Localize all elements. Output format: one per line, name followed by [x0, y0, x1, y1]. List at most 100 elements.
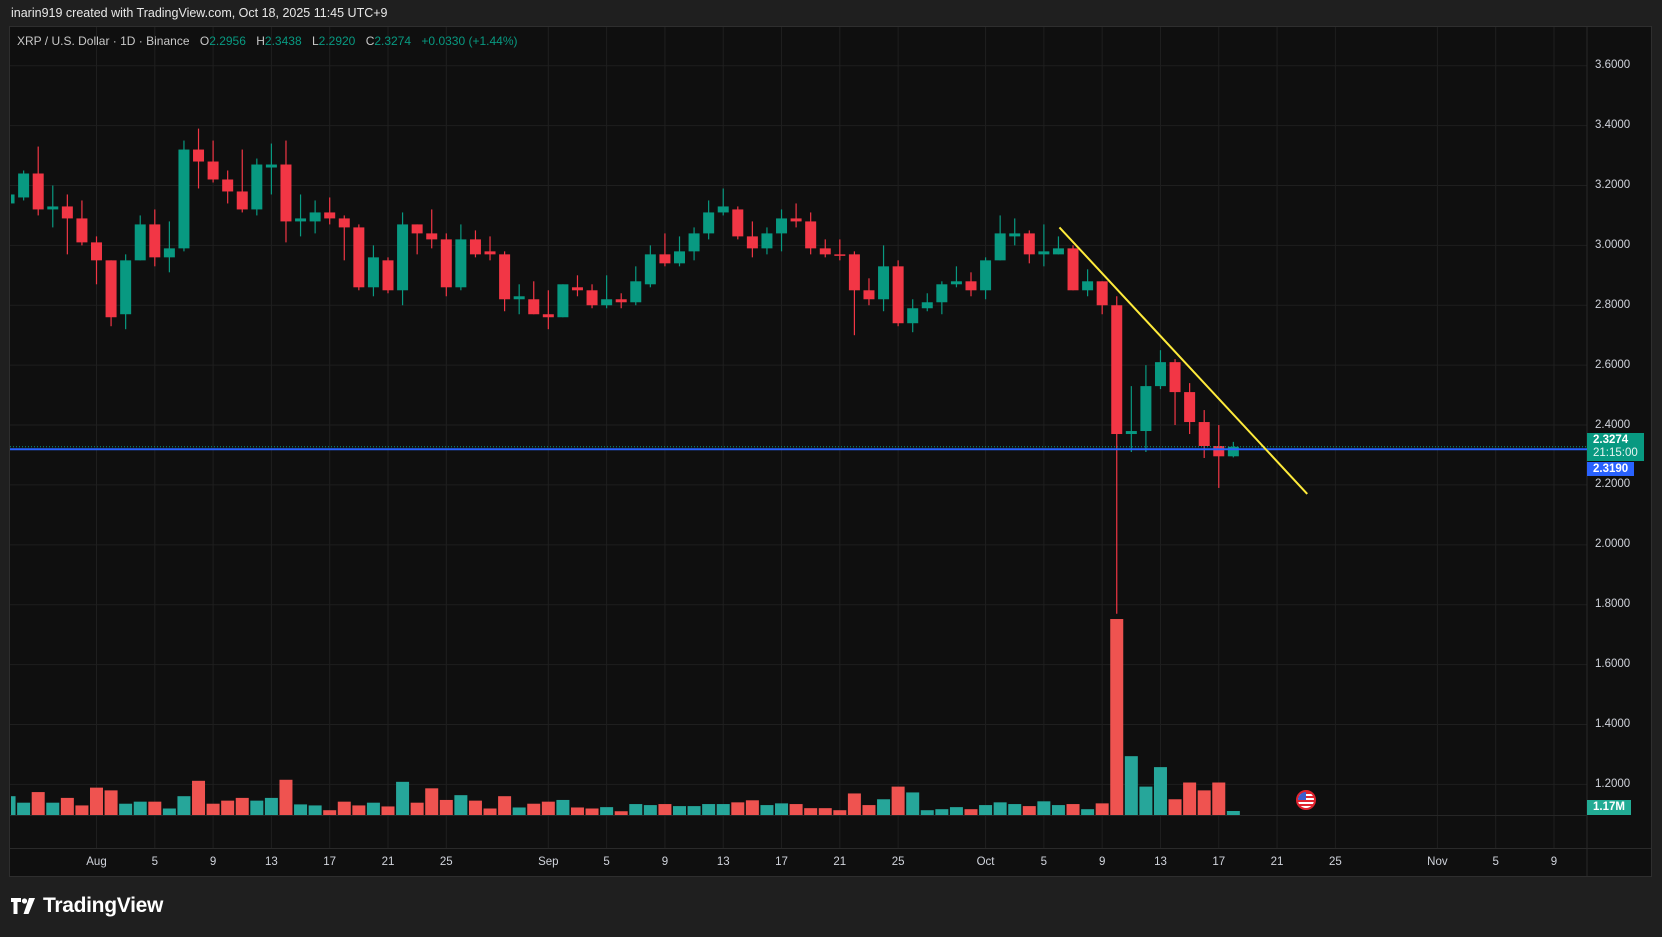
candle-body [1184, 392, 1196, 423]
volume-bar [862, 805, 876, 815]
volume-bar [104, 790, 118, 815]
time-axis-label: 5 [603, 856, 610, 868]
candle-body [907, 308, 919, 324]
candle-body [717, 206, 729, 213]
time-axis-label: 21 [1270, 856, 1284, 868]
tradingview-logo-icon [11, 898, 35, 914]
volume-bar [148, 801, 162, 815]
volume-bar [789, 804, 803, 815]
symbol-title[interactable]: XRP / U.S. Dollar · 1D · Binance [17, 34, 190, 48]
candle-body [193, 149, 205, 162]
close-label: C [365, 34, 375, 48]
volume-bar [512, 807, 526, 815]
volume-bar [133, 801, 147, 815]
candle-body [1125, 431, 1137, 435]
candle-body [805, 221, 817, 249]
candles [11, 128, 1239, 614]
candle-body [91, 242, 102, 261]
volume-bar [60, 797, 74, 815]
candle-body [411, 224, 423, 234]
volume-bar [468, 800, 482, 815]
candle-body [76, 218, 88, 243]
volume-bar [483, 808, 497, 815]
candle-body [11, 194, 15, 204]
time-axis-label: 9 [209, 856, 217, 868]
candle-body [586, 290, 598, 306]
volume-bar [1153, 767, 1167, 815]
candle-body [965, 281, 977, 291]
candle-body [848, 254, 860, 291]
time-axis-label: 21 [833, 856, 847, 868]
candle-body [703, 212, 715, 234]
price-axis-label: 2.6000 [1595, 358, 1631, 371]
candle-body [251, 164, 263, 210]
volume-bar [716, 804, 730, 815]
candle-body [878, 266, 890, 300]
volume-bar [891, 786, 905, 815]
time-axis-label: 5 [1492, 856, 1499, 868]
candle-body [149, 224, 161, 258]
candle-body [47, 206, 59, 210]
price-axis-label: 2.4000 [1595, 418, 1631, 431]
volume-bar [46, 802, 60, 815]
volume-bar [833, 810, 847, 815]
volume-bar [643, 805, 657, 815]
volume-last-label: 1.17M [1587, 800, 1631, 815]
candle-body [426, 233, 438, 240]
volume-bar [425, 788, 439, 815]
volume-bar [570, 807, 584, 815]
candle-body [1023, 233, 1035, 255]
time-axis-label: 9 [1098, 856, 1106, 868]
candle-body [295, 218, 307, 222]
candle-body [1198, 422, 1210, 447]
candle-body [776, 218, 788, 234]
time-axis-label: Aug [86, 856, 107, 868]
candle-body [484, 251, 496, 255]
volume-bar [498, 796, 512, 815]
us-flag-icon[interactable] [1296, 790, 1317, 810]
candle-body [761, 233, 773, 249]
volume-bar [162, 808, 176, 815]
volume-bar [1212, 782, 1226, 815]
volume-bar [235, 797, 249, 815]
price-axis-label: 2.2000 [1595, 478, 1631, 491]
candle-body [222, 179, 234, 192]
candle-body [950, 281, 962, 285]
trendline[interactable] [1058, 226, 1308, 495]
volume-bar [337, 801, 351, 815]
time-axis-label: 13 [716, 856, 730, 868]
volume-bar [920, 810, 934, 815]
volume-bar [352, 805, 366, 815]
candle-body [674, 251, 685, 264]
volume-bar [614, 811, 628, 815]
volume-bar [1051, 805, 1065, 815]
volume-bar [250, 800, 264, 815]
volume-bars [11, 619, 1240, 815]
candle-body [397, 224, 409, 291]
volume-bar [75, 805, 89, 815]
candle-body [265, 164, 277, 168]
candle-body [353, 227, 365, 288]
time-axis-label: 25 [1328, 856, 1342, 868]
volume-bar [673, 806, 686, 815]
price-axis-label: 2.8000 [1595, 298, 1631, 311]
high-value: 2.3438 [264, 34, 302, 48]
candle-body [61, 206, 73, 219]
price-axis-label: 1.6000 [1595, 658, 1631, 671]
volume-bar [294, 804, 308, 815]
volume-bar [804, 808, 818, 815]
volume-bar [993, 802, 1007, 815]
candle-body [499, 254, 511, 300]
candle-body [863, 290, 875, 300]
volume-bar [949, 807, 963, 815]
volume-bar [192, 780, 206, 815]
volume-bar [366, 802, 380, 815]
volume-bar [1095, 803, 1109, 815]
candle-body [1154, 362, 1166, 387]
volume-bar [119, 803, 133, 815]
volume-bar [1022, 806, 1036, 815]
last-price-label: 2.3274 21:15:00 [1587, 433, 1644, 461]
candle-body [1096, 281, 1108, 306]
horizontal-line-price-label: 2.3190 [1587, 462, 1635, 476]
